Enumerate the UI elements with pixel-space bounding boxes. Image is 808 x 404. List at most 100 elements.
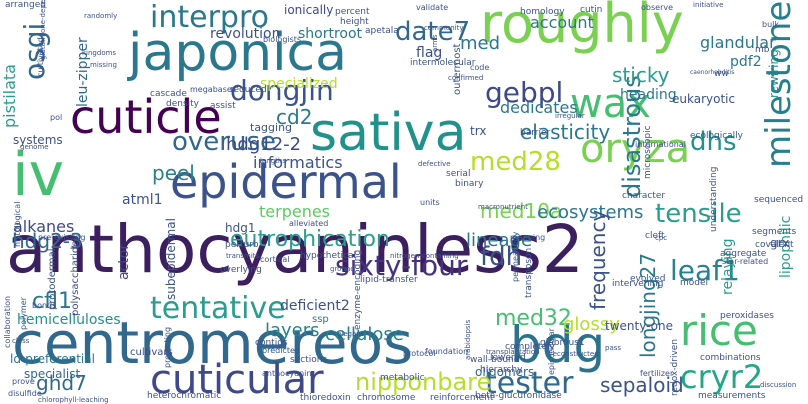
cloud-word-code: code <box>470 63 489 72</box>
cloud-word-tensile: tensile <box>655 199 742 229</box>
cloud-word-glossy: glossy <box>563 314 620 335</box>
cloud-word-cd2: cd2 <box>276 105 312 129</box>
cloud-word-model: model <box>680 278 708 288</box>
cloud-word-hdg2-3: hdg2-3 <box>12 229 83 253</box>
cloud-word-intermolecular: intermolecular <box>410 58 476 68</box>
cloud-word-centromereos: centromereos <box>12 309 413 377</box>
cloud-word-binary: binary <box>455 179 484 189</box>
cloud-word-mapping: mapping <box>510 233 545 242</box>
cloud-word-pistilata: pistilata <box>0 64 19 128</box>
cloud-word-tagging: tagging <box>250 121 292 134</box>
cloud-word-cellulose: cellulose <box>325 324 404 345</box>
cloud-word-trx: trx <box>470 124 486 138</box>
cloud-word-international: international <box>635 140 686 149</box>
cloud-word-ground: ground <box>330 265 355 273</box>
cloud-word-arabidopsis: arabidopsis <box>464 319 472 360</box>
cloud-word-protecting: protecting <box>163 327 172 368</box>
cloud-word-epicuticular: epicuticular <box>547 327 556 375</box>
cloud-word-peel: peel <box>152 161 195 185</box>
cloud-word-lipophilic: lipophilic <box>778 216 794 278</box>
cloud-word-randomly: randomly <box>84 12 117 20</box>
cloud-word-protocol: protocol <box>403 349 436 358</box>
cloud-word-specialized: specialized <box>260 76 338 92</box>
cloud-word-eukaryotic: eukaryotic <box>672 92 735 106</box>
cloud-word-sepaloid: sepaloid <box>600 373 684 397</box>
cloud-word-overlying: overlying <box>220 265 262 275</box>
cloud-word-macronutrient: macronutrient <box>478 203 528 211</box>
cloud-word-observe: observe <box>641 3 673 12</box>
cloud-word-thioredoxin: thioredoxin <box>300 393 351 403</box>
cloud-word-leaf1: leaf1 <box>670 254 740 287</box>
cloud-word-assist: assist <box>210 101 236 111</box>
cloud-word-heterochromatic: heterochromatic <box>147 391 221 401</box>
cloud-word-revolution: revolution <box>210 26 281 42</box>
cloud-word-flag: flag <box>416 45 442 61</box>
cloud-word-ww: ww <box>714 69 729 79</box>
cloud-word-covalent: covalent <box>755 240 794 250</box>
cloud-word-microscopic: microscopic <box>643 125 653 179</box>
cloud-word-med10a: med10a <box>480 199 562 223</box>
cloud-word-shortroot: shortroot <box>298 26 363 42</box>
cloud-word-systems: systems <box>13 133 63 147</box>
cloud-word-relaying: relaying <box>720 239 736 295</box>
cloud-word-dhs: dhs <box>690 127 737 157</box>
cloud-word-pass: pass <box>605 344 621 352</box>
cloud-word-longjing27: longjing27 <box>636 253 660 358</box>
cloud-word-enzyme-encoding: enzyme-encoding <box>353 250 363 330</box>
cloud-word-sativa: sativa <box>310 103 466 163</box>
cloud-word-tentative: tentative <box>150 291 286 326</box>
cloud-word-med28: med28 <box>470 147 561 177</box>
cloud-word-evolved: evolved <box>630 274 665 284</box>
cloud-word-fdh: fdh <box>480 242 522 272</box>
cloud-word-pol: pol <box>50 113 62 122</box>
cloud-word-polymer: polymer <box>19 296 28 330</box>
cloud-word-alleviated: alleviated <box>289 219 328 228</box>
cloud-word-hdg1: hdg1 <box>225 221 255 235</box>
cloud-word-hypothetical: hypothetical <box>300 251 356 261</box>
cloud-word-predicted: predicted <box>262 346 300 355</box>
cloud-word-anthocyanin: anthocyanin <box>262 369 311 378</box>
cloud-word-pre-existing: pre-existing <box>38 233 85 242</box>
cloud-word-megabases: megabases <box>190 85 236 94</box>
cloud-word-redox-driven: redox-driven <box>670 339 680 396</box>
cloud-word-med32: med32 <box>495 306 572 331</box>
cloud-word-cpc: cpc <box>655 234 667 242</box>
cloud-word-tester: tester <box>485 366 574 401</box>
cloud-word-eutrophication: eutrophication <box>230 227 390 252</box>
cloud-word-elegans: elegans <box>337 330 365 338</box>
cloud-word-segments: segments <box>752 227 796 237</box>
cloud-word-iv: iv <box>12 140 64 210</box>
cloud-word-transmits: transmits <box>226 252 260 260</box>
cloud-word-measurements: measurements <box>698 391 766 401</box>
cloud-word-actor: actor <box>116 244 132 280</box>
cloud-word-oligomers: oligomers <box>475 365 534 379</box>
cloud-word-foundation: foundation <box>425 347 468 356</box>
cloud-word-cryr2: cryr2 <box>680 358 763 396</box>
cloud-word-density: density <box>166 99 200 109</box>
cloud-word-grx: grx <box>770 236 789 250</box>
cloud-word-hdg12-2: hdg12-2 <box>226 134 301 155</box>
cloud-word-japonica: japonica <box>127 23 347 83</box>
cloud-word-lengths: lengths <box>260 157 286 165</box>
cloud-word-protodermal: protodermal <box>47 249 58 310</box>
cloud-word-contigs: contigs <box>255 338 288 348</box>
cloud-word-genome: genome <box>20 143 49 151</box>
cloud-word-mb: mb <box>755 45 770 55</box>
cloud-word-cutin: cutin <box>580 5 602 15</box>
cloud-word-homology: homology <box>520 7 565 17</box>
cloud-word-perturb: perturb <box>225 240 259 250</box>
cloud-word-transplantation: transplantation <box>486 348 540 356</box>
cloud-word-cleft: cleft <box>645 231 665 241</box>
cloud-word-ecosystems: ecosystems <box>537 202 643 223</box>
cloud-word-ghd7: ghd7 <box>36 371 87 395</box>
cloud-word-twenty-one: twenty-one <box>605 319 673 333</box>
cloud-word-cuticular: cuticular <box>150 357 324 403</box>
cloud-word-lineage: lineage <box>466 230 532 251</box>
cloud-word-leu-zipper: leu-zipper <box>75 37 91 107</box>
cloud-word-reinforcement: reinforcement <box>430 393 494 403</box>
cloud-word-missing: missing <box>90 61 117 69</box>
cloud-word-roughly: roughly <box>480 0 684 55</box>
cloud-word-osgi: osgi <box>18 23 51 80</box>
